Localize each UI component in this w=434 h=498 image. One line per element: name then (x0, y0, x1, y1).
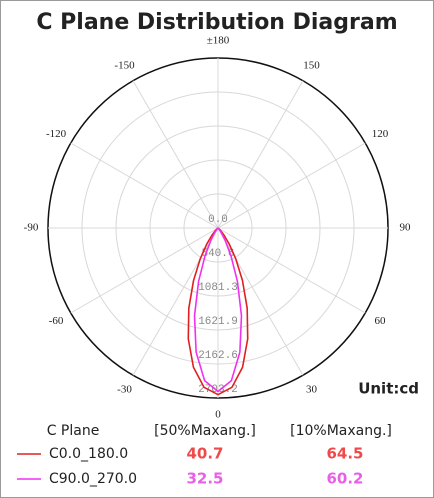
unit-label: Unit:cd (358, 380, 419, 398)
angle-label: -60 (49, 315, 64, 327)
angle-label: 30 (306, 383, 318, 395)
chart-title: C Plane Distribution Diagram (36, 10, 397, 35)
radial-label: 1081.3 (198, 282, 238, 294)
grid-spoke (70, 142, 219, 229)
beam-10: 60.2 (326, 470, 363, 488)
angle-label: 150 (303, 60, 320, 72)
intensity-curve (193, 227, 243, 393)
radial-label: 2703.2 (198, 384, 238, 396)
angle-label: -90 (24, 222, 39, 234)
legend-header: [10%Maxang.] (290, 423, 392, 439)
beam-50: 32.5 (186, 470, 223, 488)
grid-spoke (70, 227, 219, 314)
radial-label: 0.0 (208, 214, 228, 226)
radial-label: 1621.9 (198, 316, 238, 328)
grid-spoke (217, 80, 304, 229)
angle-label: -120 (46, 128, 67, 140)
radial-label: 2162.6 (198, 350, 238, 362)
angle-label: -150 (114, 60, 135, 72)
beam-50: 40.7 (186, 445, 223, 463)
beam-10: 64.5 (326, 445, 363, 463)
angle-label: -30 (117, 383, 132, 395)
legend-header: C Plane (47, 423, 100, 439)
angle-label: 0 (215, 409, 221, 421)
angle-label: 120 (372, 128, 389, 140)
legend-name: C90.0_270.0 (49, 471, 137, 487)
legend-name: C0.0_180.0 (49, 446, 128, 462)
angle-label: ±180 (207, 35, 230, 47)
grid-spoke (217, 227, 366, 314)
grid-spoke (217, 142, 366, 229)
angle-label: 60 (374, 315, 386, 327)
angle-label: 90 (400, 222, 412, 234)
radial-label: 540.6 (201, 248, 234, 260)
intensity-curve (187, 227, 249, 396)
grid-spoke (132, 80, 219, 229)
legend-header: [50%Maxang.] (154, 423, 256, 439)
